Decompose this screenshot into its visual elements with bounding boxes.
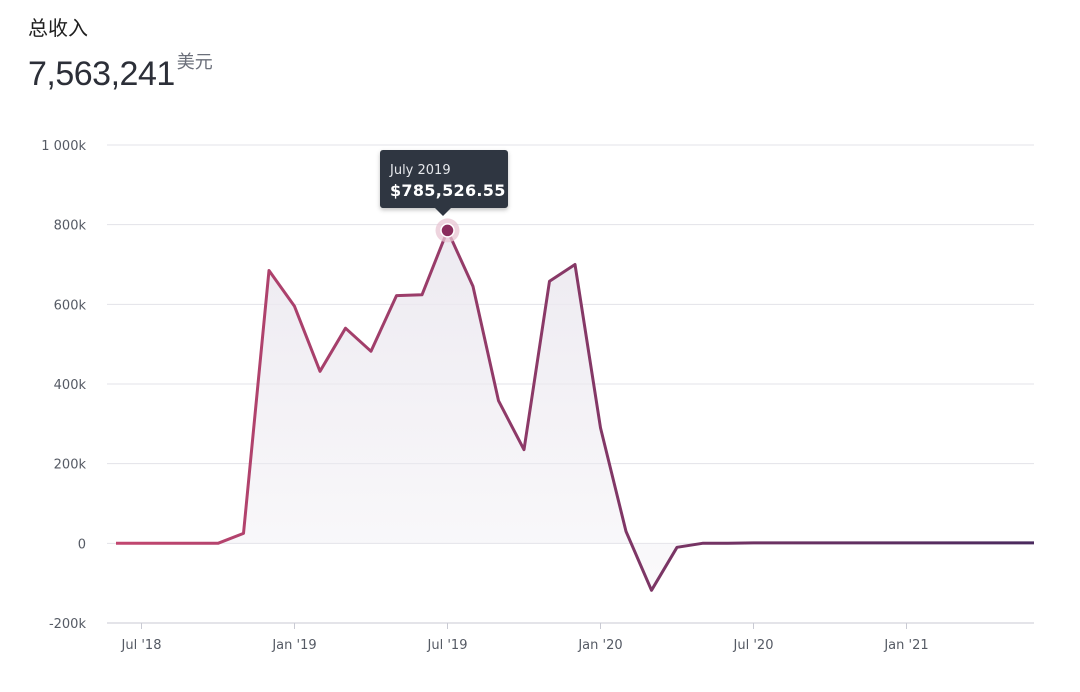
x-tick-label: Jul '20 <box>733 638 774 653</box>
data-point[interactable] <box>520 446 528 454</box>
metric-row: 7,563,241 美元 <box>28 52 213 94</box>
total-revenue-value: 7,563,241 <box>28 55 175 93</box>
data-point[interactable] <box>724 539 732 547</box>
data-point[interactable] <box>316 367 324 375</box>
data-point[interactable] <box>546 277 554 285</box>
data-point[interactable] <box>648 586 656 594</box>
data-point[interactable] <box>163 539 171 547</box>
y-tick-label: 200k <box>54 458 87 473</box>
data-point[interactable] <box>673 543 681 551</box>
data-point[interactable] <box>189 539 197 547</box>
data-point[interactable] <box>928 539 936 547</box>
data-point[interactable] <box>597 424 605 432</box>
data-point[interactable] <box>622 527 630 535</box>
chart-tooltip: July 2019 $785,526.55 <box>380 150 508 216</box>
currency-unit: 美元 <box>176 52 213 73</box>
data-point[interactable] <box>801 539 809 547</box>
data-point[interactable] <box>979 539 987 547</box>
axes: 1 000k 800k 600k 400k 200k 0 -200k Jul '18 Jan '… <box>41 139 928 653</box>
data-point[interactable] <box>750 539 758 547</box>
y-tick-label: 600k <box>54 298 87 313</box>
data-point[interactable] <box>571 261 579 269</box>
data-point[interactable] <box>699 539 707 547</box>
area-layer <box>116 230 1034 591</box>
data-point[interactable] <box>265 266 273 274</box>
data-point[interactable] <box>240 529 248 537</box>
revenue-line <box>116 228 1034 592</box>
data-point[interactable] <box>138 539 146 547</box>
x-tick-label: Jan '19 <box>271 638 316 653</box>
data-point[interactable] <box>214 539 222 547</box>
x-tick-label: Jul '18 <box>121 638 162 653</box>
data-point[interactable] <box>469 282 477 290</box>
data-point[interactable] <box>852 539 860 547</box>
data-point[interactable] <box>1030 539 1038 547</box>
data-point[interactable] <box>877 539 885 547</box>
tooltip-value: $785,526.55 <box>390 181 506 200</box>
data-point[interactable] <box>367 347 375 355</box>
data-point[interactable] <box>495 397 503 405</box>
metric-header: 总收入 7,563,241 美元 <box>28 14 213 94</box>
y-tick-label: -200k <box>49 617 87 632</box>
y-tick-label: 800k <box>54 219 87 234</box>
metric-label: 总收入 <box>28 16 88 40</box>
y-tick-label: 1 000k <box>41 139 86 154</box>
x-tick-label: Jan '20 <box>577 638 622 653</box>
data-point[interactable] <box>342 324 350 332</box>
data-point[interactable] <box>954 539 962 547</box>
data-point[interactable] <box>903 539 911 547</box>
data-point[interactable] <box>826 539 834 547</box>
data-point[interactable] <box>418 291 426 299</box>
y-tick-label: 0 <box>78 537 86 552</box>
x-tick-label: Jan '21 <box>883 638 928 653</box>
x-tick-label: Jul '19 <box>427 638 468 653</box>
data-point[interactable] <box>775 539 783 547</box>
data-point[interactable] <box>1005 539 1013 547</box>
points-layer[interactable] <box>112 218 1038 594</box>
highlight-point[interactable] <box>440 223 455 238</box>
data-point[interactable] <box>393 292 401 300</box>
line-layer <box>116 228 1034 592</box>
revenue-area <box>116 230 1034 591</box>
y-tick-label: 400k <box>54 378 87 393</box>
tooltip-date: July 2019 <box>390 163 451 178</box>
data-point[interactable] <box>112 539 120 547</box>
data-point[interactable] <box>291 302 299 310</box>
